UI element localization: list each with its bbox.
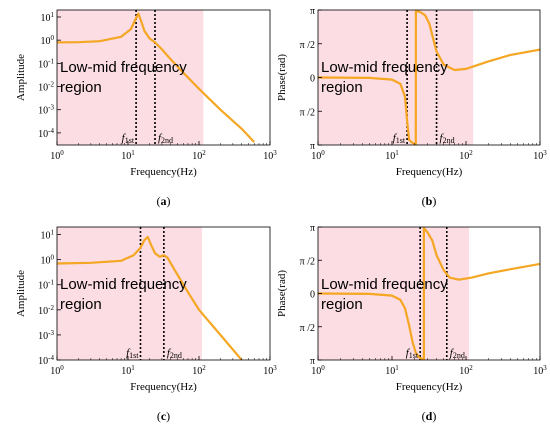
y-tick-label: π /2 <box>300 107 315 118</box>
x-tick-label: 103 <box>533 364 547 377</box>
marker-label-f1st: f1st <box>393 132 406 145</box>
marker-label-f2nd: f2nd <box>440 132 455 145</box>
y-tick-label: π /2 <box>300 256 315 267</box>
y-tick-label: 10-2 <box>38 304 54 317</box>
region-label: Low-mid frequency region <box>321 59 448 96</box>
x-tick-label: 101 <box>121 364 135 377</box>
y-tick-label: π <box>310 356 315 367</box>
y-tick-label: 100 <box>41 34 55 47</box>
x-tick-label: 101 <box>385 149 399 162</box>
x-tick-label: 102 <box>459 364 473 377</box>
x-tick-label: 102 <box>192 149 206 162</box>
x-tick-label: 103 <box>263 149 277 162</box>
panel-label: (a) <box>157 194 171 208</box>
y-tick-label: 0 <box>310 74 315 85</box>
y-axis-label: Amplitude <box>15 270 27 317</box>
y-axis-label: Phase(rad) <box>276 54 288 101</box>
x-tick-label: 100 <box>50 364 64 377</box>
x-tick-label: 100 <box>311 149 325 162</box>
region-label: Low-mid frequency region <box>60 59 187 96</box>
series-line <box>318 10 540 145</box>
axes-frame <box>56 9 271 146</box>
chart-panel-d: 100 101 102 103 π π /2 0 π /2 π Low-mid frequency… <box>276 223 547 423</box>
y-tick-label: π /2 <box>300 323 315 334</box>
x-tick-label: 102 <box>459 149 473 162</box>
y-tick-label: 0 <box>310 290 315 301</box>
chart-panel-b: 100 101 102 103 π π /2 0 π /2 π Low-mid frequency… <box>276 6 547 208</box>
y-tick-label: π <box>310 6 315 17</box>
y-axis-label: Phase(rad) <box>276 270 288 317</box>
axes-frame <box>56 226 271 361</box>
y-tick-label: 10-1 <box>38 279 54 292</box>
marker-label-f1st: f1st <box>126 347 139 360</box>
series-line <box>57 235 243 360</box>
x-axis-label: Frequency(Hz) <box>130 166 197 178</box>
low-mid-region-shade <box>57 227 202 360</box>
series-line <box>318 227 540 360</box>
x-tick-label: 101 <box>385 364 399 377</box>
y-tick-label: π <box>310 141 315 152</box>
panel-label: (d) <box>422 409 437 423</box>
y-tick-label: 10-3 <box>38 329 54 342</box>
x-axis-label: Frequency(Hz) <box>130 381 197 393</box>
y-tick-label: 10-2 <box>38 81 54 94</box>
y-tick-label: 10-4 <box>38 354 54 367</box>
panel-label: (c) <box>157 409 170 423</box>
x-axis-label: Frequency(Hz) <box>396 381 463 393</box>
y-tick-label: 101 <box>41 229 55 242</box>
y-tick-label: 10-4 <box>38 127 54 140</box>
y-tick-label: 10-1 <box>38 57 54 70</box>
x-axis-label: Frequency(Hz) <box>396 166 463 178</box>
x-tick-label: 103 <box>533 149 547 162</box>
y-tick-label: π <box>310 223 315 234</box>
chart-panel-c: 100 101 102 103 101 100 10-1 10-2 10-3 10-4 Low-mi… <box>15 226 277 423</box>
marker-label-f1st: f1st <box>122 132 135 145</box>
x-tick-label: 103 <box>263 364 277 377</box>
region-label: Low-mid frequency region <box>321 276 448 313</box>
region-label: Low-mid frequency region <box>60 276 187 313</box>
y-tick-label: 10-3 <box>38 104 54 117</box>
series-line <box>57 12 256 143</box>
x-tick-label: 100 <box>311 364 325 377</box>
x-tick-label: 100 <box>50 149 64 162</box>
panel-label: (b) <box>422 194 437 208</box>
x-tick-label: 101 <box>121 149 135 162</box>
marker-label-f2nd: f2nd <box>158 132 173 145</box>
y-tick-label: 100 <box>41 254 55 267</box>
chart-panel-a: 100 101 102 103 101 100 10-1 10-2 10-3 10-4 Low-mi… <box>15 9 277 208</box>
low-mid-region-shade <box>57 10 204 145</box>
y-tick-label: π /2 <box>300 40 315 51</box>
marker-label-f2nd: f2nd <box>167 347 182 360</box>
marker-label-f1st: f1st <box>406 347 419 360</box>
x-tick-label: 102 <box>192 364 206 377</box>
marker-label-f2nd: f2nd <box>450 347 465 360</box>
y-axis-label: Amplitude <box>15 54 27 101</box>
y-tick-label: 101 <box>41 11 55 24</box>
